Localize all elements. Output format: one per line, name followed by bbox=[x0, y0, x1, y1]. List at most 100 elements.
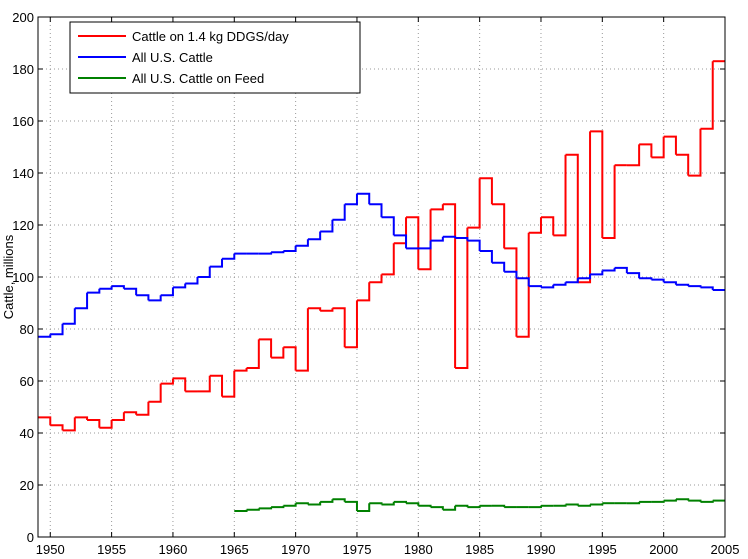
step bbox=[467, 239, 481, 251]
step bbox=[700, 286, 714, 290]
legend-label: All U.S. Cattle on Feed bbox=[132, 71, 264, 86]
x-tick-label: 2005 bbox=[711, 542, 740, 557]
step bbox=[565, 278, 579, 284]
step bbox=[639, 143, 653, 158]
x-tick-label: 1975 bbox=[343, 542, 372, 557]
step bbox=[172, 377, 187, 392]
y-tick-label: 200 bbox=[12, 10, 34, 25]
step bbox=[688, 128, 702, 177]
step bbox=[332, 498, 346, 502]
x-tick-label: 1950 bbox=[36, 542, 65, 557]
step bbox=[307, 231, 322, 241]
step bbox=[528, 505, 542, 509]
step bbox=[430, 236, 444, 242]
x-tick-label: 1990 bbox=[527, 542, 556, 557]
y-tick-label: 0 bbox=[27, 530, 34, 545]
step bbox=[344, 193, 358, 206]
step bbox=[577, 274, 592, 280]
step bbox=[99, 420, 113, 429]
x-tick-label: 1970 bbox=[281, 542, 310, 557]
step bbox=[74, 416, 89, 420]
step bbox=[332, 307, 346, 348]
step bbox=[455, 227, 469, 369]
x-tick-label: 1965 bbox=[220, 542, 249, 557]
step bbox=[491, 203, 506, 249]
step bbox=[491, 261, 506, 272]
y-tick-label: 160 bbox=[12, 114, 34, 129]
step bbox=[271, 251, 285, 254]
x-tick-label: 2000 bbox=[649, 542, 678, 557]
step bbox=[295, 239, 309, 247]
step bbox=[344, 300, 358, 349]
step bbox=[381, 243, 395, 276]
step bbox=[675, 283, 690, 287]
step bbox=[209, 374, 224, 397]
legend-label: All U.S. Cattle bbox=[132, 50, 213, 65]
step bbox=[442, 505, 457, 511]
step bbox=[651, 136, 665, 159]
x-tick-label: 1960 bbox=[158, 542, 187, 557]
step bbox=[393, 234, 408, 249]
step bbox=[675, 153, 690, 176]
y-tick-label: 40 bbox=[20, 426, 34, 441]
step bbox=[602, 165, 616, 239]
step bbox=[504, 270, 518, 279]
step bbox=[99, 286, 113, 290]
x-tick-label: 1980 bbox=[404, 542, 433, 557]
step bbox=[418, 504, 432, 508]
y-tick-label: 180 bbox=[12, 62, 34, 77]
step bbox=[590, 130, 604, 238]
step bbox=[258, 252, 273, 255]
step bbox=[356, 192, 371, 205]
step bbox=[148, 295, 162, 302]
y-tick-label: 120 bbox=[12, 218, 34, 233]
step bbox=[430, 204, 444, 211]
step bbox=[38, 416, 52, 426]
step bbox=[540, 216, 555, 236]
step bbox=[418, 209, 432, 271]
legend-label: Cattle on 1.4 kg DDGS/day bbox=[132, 29, 289, 44]
step bbox=[283, 346, 297, 371]
step bbox=[626, 144, 641, 167]
step bbox=[356, 503, 371, 512]
step bbox=[197, 375, 211, 393]
step bbox=[271, 505, 285, 509]
step bbox=[590, 503, 604, 506]
step bbox=[172, 283, 187, 289]
step bbox=[369, 203, 383, 218]
step bbox=[320, 219, 334, 233]
step bbox=[516, 277, 530, 287]
step bbox=[50, 323, 64, 336]
y-tick-label: 140 bbox=[12, 166, 34, 181]
step bbox=[528, 217, 542, 234]
step bbox=[700, 500, 714, 503]
step bbox=[160, 287, 174, 297]
step bbox=[185, 277, 199, 285]
step bbox=[222, 370, 236, 398]
step bbox=[553, 154, 567, 237]
step bbox=[479, 250, 493, 263]
step bbox=[332, 204, 346, 221]
step bbox=[344, 500, 358, 511]
step bbox=[577, 131, 592, 284]
step bbox=[430, 506, 444, 510]
step bbox=[123, 287, 138, 296]
step bbox=[295, 308, 309, 372]
y-tick-label: 100 bbox=[12, 270, 34, 285]
step bbox=[675, 498, 690, 501]
step bbox=[442, 235, 457, 238]
step bbox=[418, 240, 432, 250]
step bbox=[442, 203, 457, 368]
step bbox=[356, 282, 371, 302]
y-tick-label: 80 bbox=[20, 322, 34, 337]
step bbox=[258, 507, 273, 510]
step bbox=[504, 247, 518, 337]
step bbox=[62, 308, 76, 325]
step bbox=[87, 288, 101, 294]
step bbox=[148, 383, 162, 403]
step bbox=[700, 61, 714, 130]
x-tick-label: 1955 bbox=[97, 542, 126, 557]
step bbox=[136, 401, 150, 416]
